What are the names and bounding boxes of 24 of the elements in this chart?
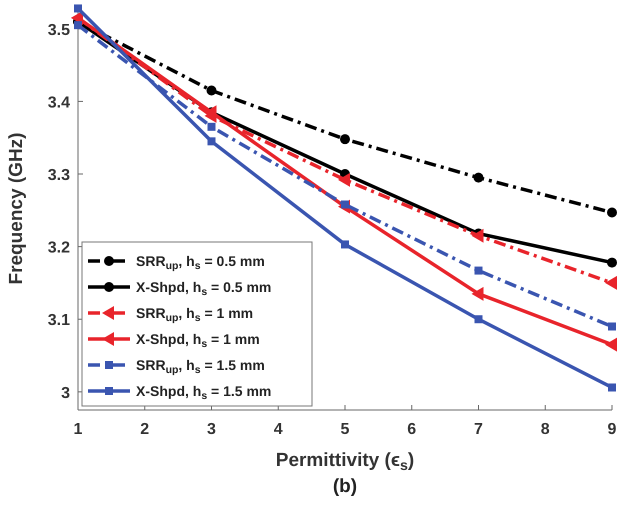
x-tick-label: 5: [340, 421, 350, 438]
legend-label: X-Shpd, h$_{s}$ = 0.5 mm: [136, 279, 272, 298]
legend-label: X-Shpd, h$_{s}$ = 1 mm: [136, 331, 260, 350]
x-tick-label: 8: [540, 421, 550, 438]
legend-label: SRR$_{up}$, h$_{s}$ = 1.5 mm: [136, 357, 265, 376]
y-tick-label: 3.2: [48, 240, 70, 257]
x-tick-label: 9: [608, 421, 617, 438]
y-tick-label: 3.4: [48, 94, 70, 112]
x-tick-label: 2: [140, 421, 150, 438]
legend-label: X-Shpd, h$_{s}$ = 1.5 mm: [136, 383, 272, 402]
text: (b): [332, 476, 358, 497]
y-axis-title: Frequency (GHz): [6, 132, 27, 285]
legend-label: SRR$_{up}$, h$_{s}$ = 1 mm: [136, 305, 254, 324]
legend-label: SRR$_{up}$, h$_{s}$ = 0.5 mm: [136, 253, 265, 272]
y-tick-label: 3.5: [48, 22, 70, 39]
x-tick-label: 6: [407, 421, 416, 438]
x-tick-label: 7: [474, 421, 484, 438]
y-tick-label: 3.1: [48, 312, 70, 330]
x-tick-label: 4: [274, 421, 283, 438]
y-tick-label: 3: [61, 384, 70, 402]
x-axis-title: Permittivity (ϵ$_{s}$): [276, 450, 414, 474]
y-tick-label: 3.3: [48, 167, 70, 184]
x-tick-label: 3: [207, 421, 216, 438]
x-tick-label: 1: [74, 421, 83, 438]
